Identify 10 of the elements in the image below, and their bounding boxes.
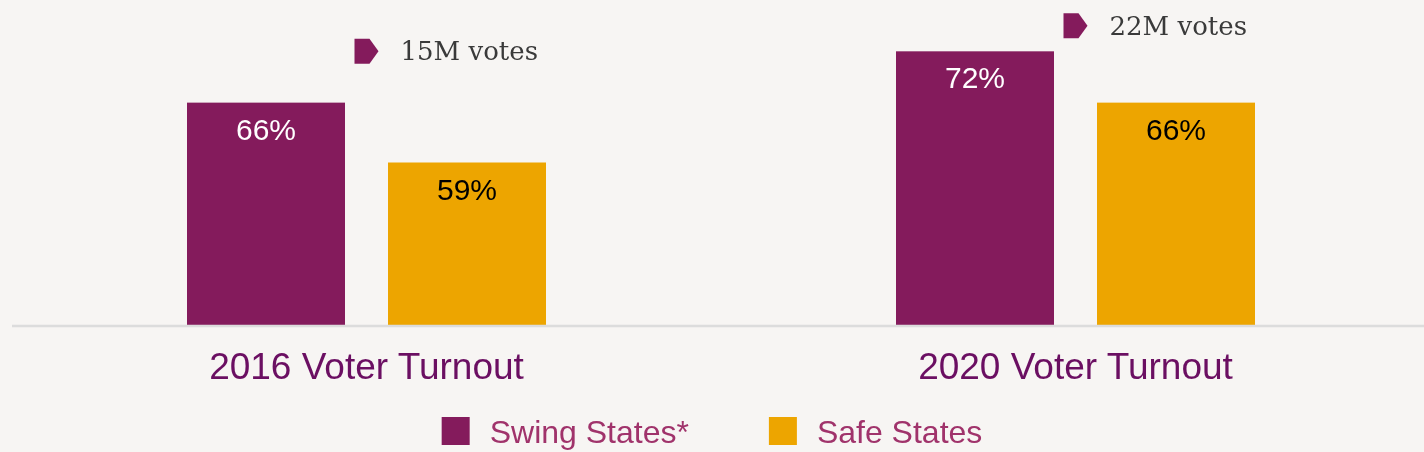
data-label: 59% — [436, 172, 498, 206]
data-label: 66% — [235, 112, 297, 146]
annotation: 22M votes — [1109, 10, 1247, 41]
legend-label: Safe States — [816, 414, 983, 450]
data-label: 72% — [944, 61, 1006, 95]
data-label: 66% — [1145, 112, 1207, 146]
x-tick-label: 2016 Voter Turnout — [209, 346, 525, 387]
legend-label: Swing States* — [489, 414, 689, 450]
annotation: 15M votes — [400, 36, 538, 67]
x-tick-label: 2020 Voter Turnout — [918, 346, 1234, 387]
